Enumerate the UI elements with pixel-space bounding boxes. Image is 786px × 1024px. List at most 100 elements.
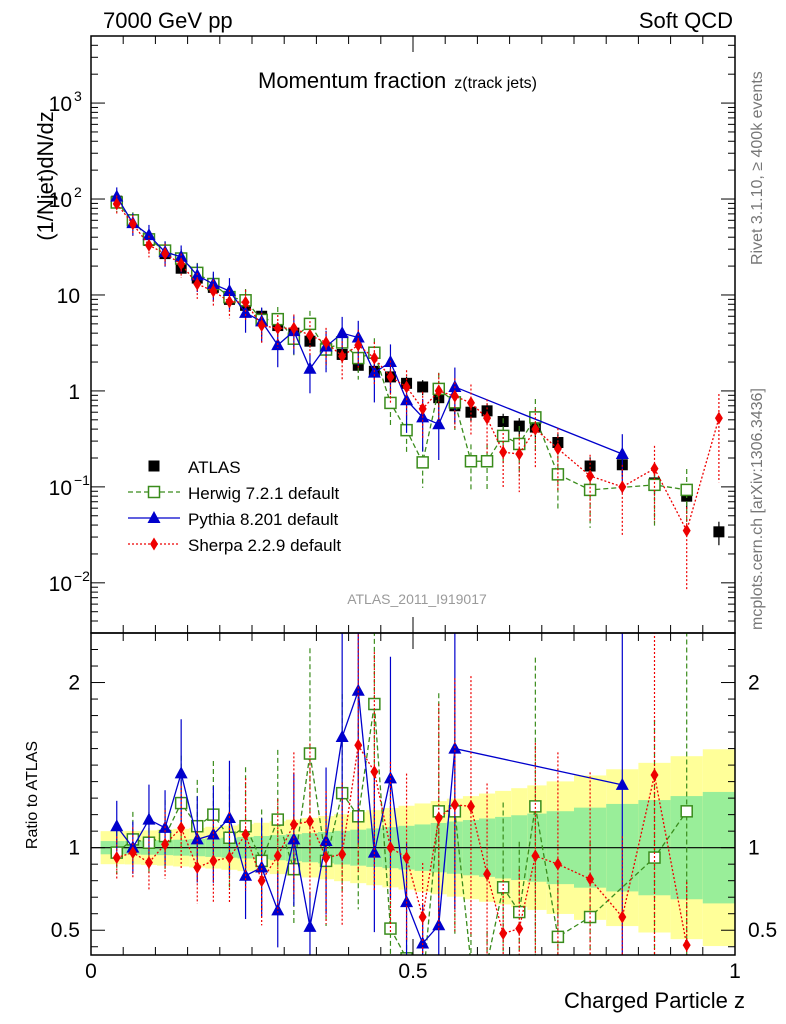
- sherpa-point: [128, 217, 137, 231]
- x-tick-label: 0.5: [398, 960, 427, 983]
- ratio-y-tick-label: 0.5: [51, 919, 80, 942]
- pythia-ratio-point: [615, 777, 629, 790]
- pythia-point: [432, 417, 446, 430]
- main-y-tick-label: 10: [49, 93, 72, 116]
- sherpa-point: [515, 447, 524, 461]
- sherpa-ratio-point: [531, 849, 540, 863]
- sherpa-ratio-point: [586, 872, 595, 886]
- sherpa-line: [116, 203, 720, 533]
- pythia-ratio-point: [400, 895, 414, 908]
- x-tick-label: 1: [729, 960, 741, 983]
- atlas-point: [417, 381, 429, 393]
- sherpa-ratio-point: [650, 768, 659, 782]
- herwig-point: [416, 456, 429, 469]
- sherpa-ratio-point: [466, 799, 475, 813]
- sherpa-ratio-point: [305, 814, 314, 828]
- ratio-y-axis-label: Ratio to ATLAS: [24, 741, 41, 849]
- atlas-point: [584, 460, 596, 472]
- mcplots-text: mcplots.cern.ch [arXiv:1306.3436]: [749, 388, 766, 630]
- sherpa-ratio-point: [386, 841, 395, 855]
- sherpa-point: [553, 442, 562, 456]
- herwig-ratio-point: [465, 958, 476, 969]
- herwig-point: [480, 454, 494, 468]
- sherpa-point: [450, 389, 459, 403]
- ratio-y-tick-label-right: 1: [748, 837, 760, 860]
- herwig-point: [464, 454, 478, 468]
- main-y-tick-label: 10: [49, 477, 72, 500]
- pythia-point: [615, 447, 629, 460]
- atlas-point: [465, 406, 477, 418]
- sherpa-ratio-point: [112, 851, 121, 865]
- herwig-point: [496, 429, 510, 443]
- pythia-point: [174, 249, 188, 262]
- sherpa-ratio-point: [322, 851, 331, 865]
- sherpa-point: [434, 384, 443, 398]
- main-title-sub: z(track jets): [454, 75, 537, 92]
- herwig-ratio-point: [496, 881, 510, 894]
- atlas-point: [481, 405, 493, 417]
- sherpa-point: [618, 480, 627, 494]
- pythia-point: [351, 330, 365, 343]
- sherpa-point: [241, 295, 250, 309]
- legend: ATLAS Herwig 7.2.1 default Pythia 8.201 de…: [128, 458, 341, 555]
- main-y-tick-label: 10: [49, 573, 72, 596]
- ratio-y-tick-label: 1: [68, 837, 80, 860]
- legend-label-sherpa: Sherpa 2.2.9 default: [188, 536, 341, 555]
- legend-marker-sherpa: [150, 537, 158, 551]
- sherpa-ratio-point: [144, 856, 153, 870]
- pythia-point: [303, 361, 317, 374]
- sherpa-point: [714, 411, 723, 425]
- herwig-line: [116, 202, 687, 491]
- pythia-ratio-point: [110, 819, 124, 832]
- herwig-ratio-point: [384, 922, 397, 935]
- pythia-point: [142, 228, 156, 241]
- sherpa-ratio-point: [553, 857, 562, 871]
- sherpa-ratio-point: [515, 922, 524, 936]
- sherpa-point: [225, 295, 234, 309]
- header-left: 7000 GeV pp: [103, 8, 233, 33]
- pythia-line: [116, 196, 623, 455]
- main-y-tick-label: 10: [49, 189, 72, 212]
- legend-label-atlas: ATLAS: [188, 458, 241, 477]
- pythia-point: [239, 305, 253, 318]
- x-tick-label: 0: [85, 960, 97, 983]
- sherpa-point: [586, 469, 595, 483]
- sherpa-point: [418, 402, 427, 416]
- pythia-ratio-point: [383, 771, 397, 784]
- sherpa-ratio-point: [193, 860, 202, 874]
- main-y-tick-exponent: −2: [74, 568, 90, 584]
- sherpa-ratio-point: [370, 765, 379, 779]
- sherpa-point: [144, 238, 153, 252]
- x-axis-label: Charged Particle z: [564, 988, 745, 1013]
- legend-marker-pythia: [147, 511, 161, 523]
- main-plot-area: [110, 187, 725, 590]
- herwig-ratio-point: [529, 800, 542, 813]
- sherpa-point: [322, 335, 331, 349]
- sherpa-point: [499, 445, 508, 459]
- sherpa-ratio-point: [241, 827, 250, 841]
- sherpa-ratio-point: [418, 910, 427, 924]
- sherpa-ratio-point: [209, 854, 218, 868]
- sherpa-ratio-point: [289, 818, 298, 832]
- sherpa-ratio-point: [499, 927, 508, 941]
- sherpa-point: [273, 321, 282, 335]
- ratio-y-tick-label-right: 0.5: [748, 919, 777, 942]
- pythia-ratio-point: [303, 919, 317, 932]
- main-y-tick-exponent: 2: [74, 184, 82, 200]
- herwig-point: [551, 468, 565, 481]
- sherpa-point: [257, 319, 266, 333]
- pythia-ratio-point: [271, 903, 285, 916]
- legend-marker-atlas: [148, 460, 160, 472]
- legend-label-herwig: Herwig 7.2.1 default: [188, 484, 339, 503]
- pythia-point: [335, 326, 349, 339]
- pythia-point: [448, 379, 462, 392]
- sherpa-ratio-point: [450, 798, 459, 812]
- ratio-y-tick-label-right: 2: [748, 672, 760, 695]
- pythia-ratio-point: [416, 936, 430, 949]
- sherpa-ratio-point: [225, 851, 234, 865]
- herwig-point: [648, 478, 661, 492]
- sherpa-ratio-point: [354, 738, 363, 752]
- sherpa-ratio-point: [402, 851, 411, 865]
- pythia-point: [206, 277, 220, 290]
- herwig-point: [384, 396, 397, 410]
